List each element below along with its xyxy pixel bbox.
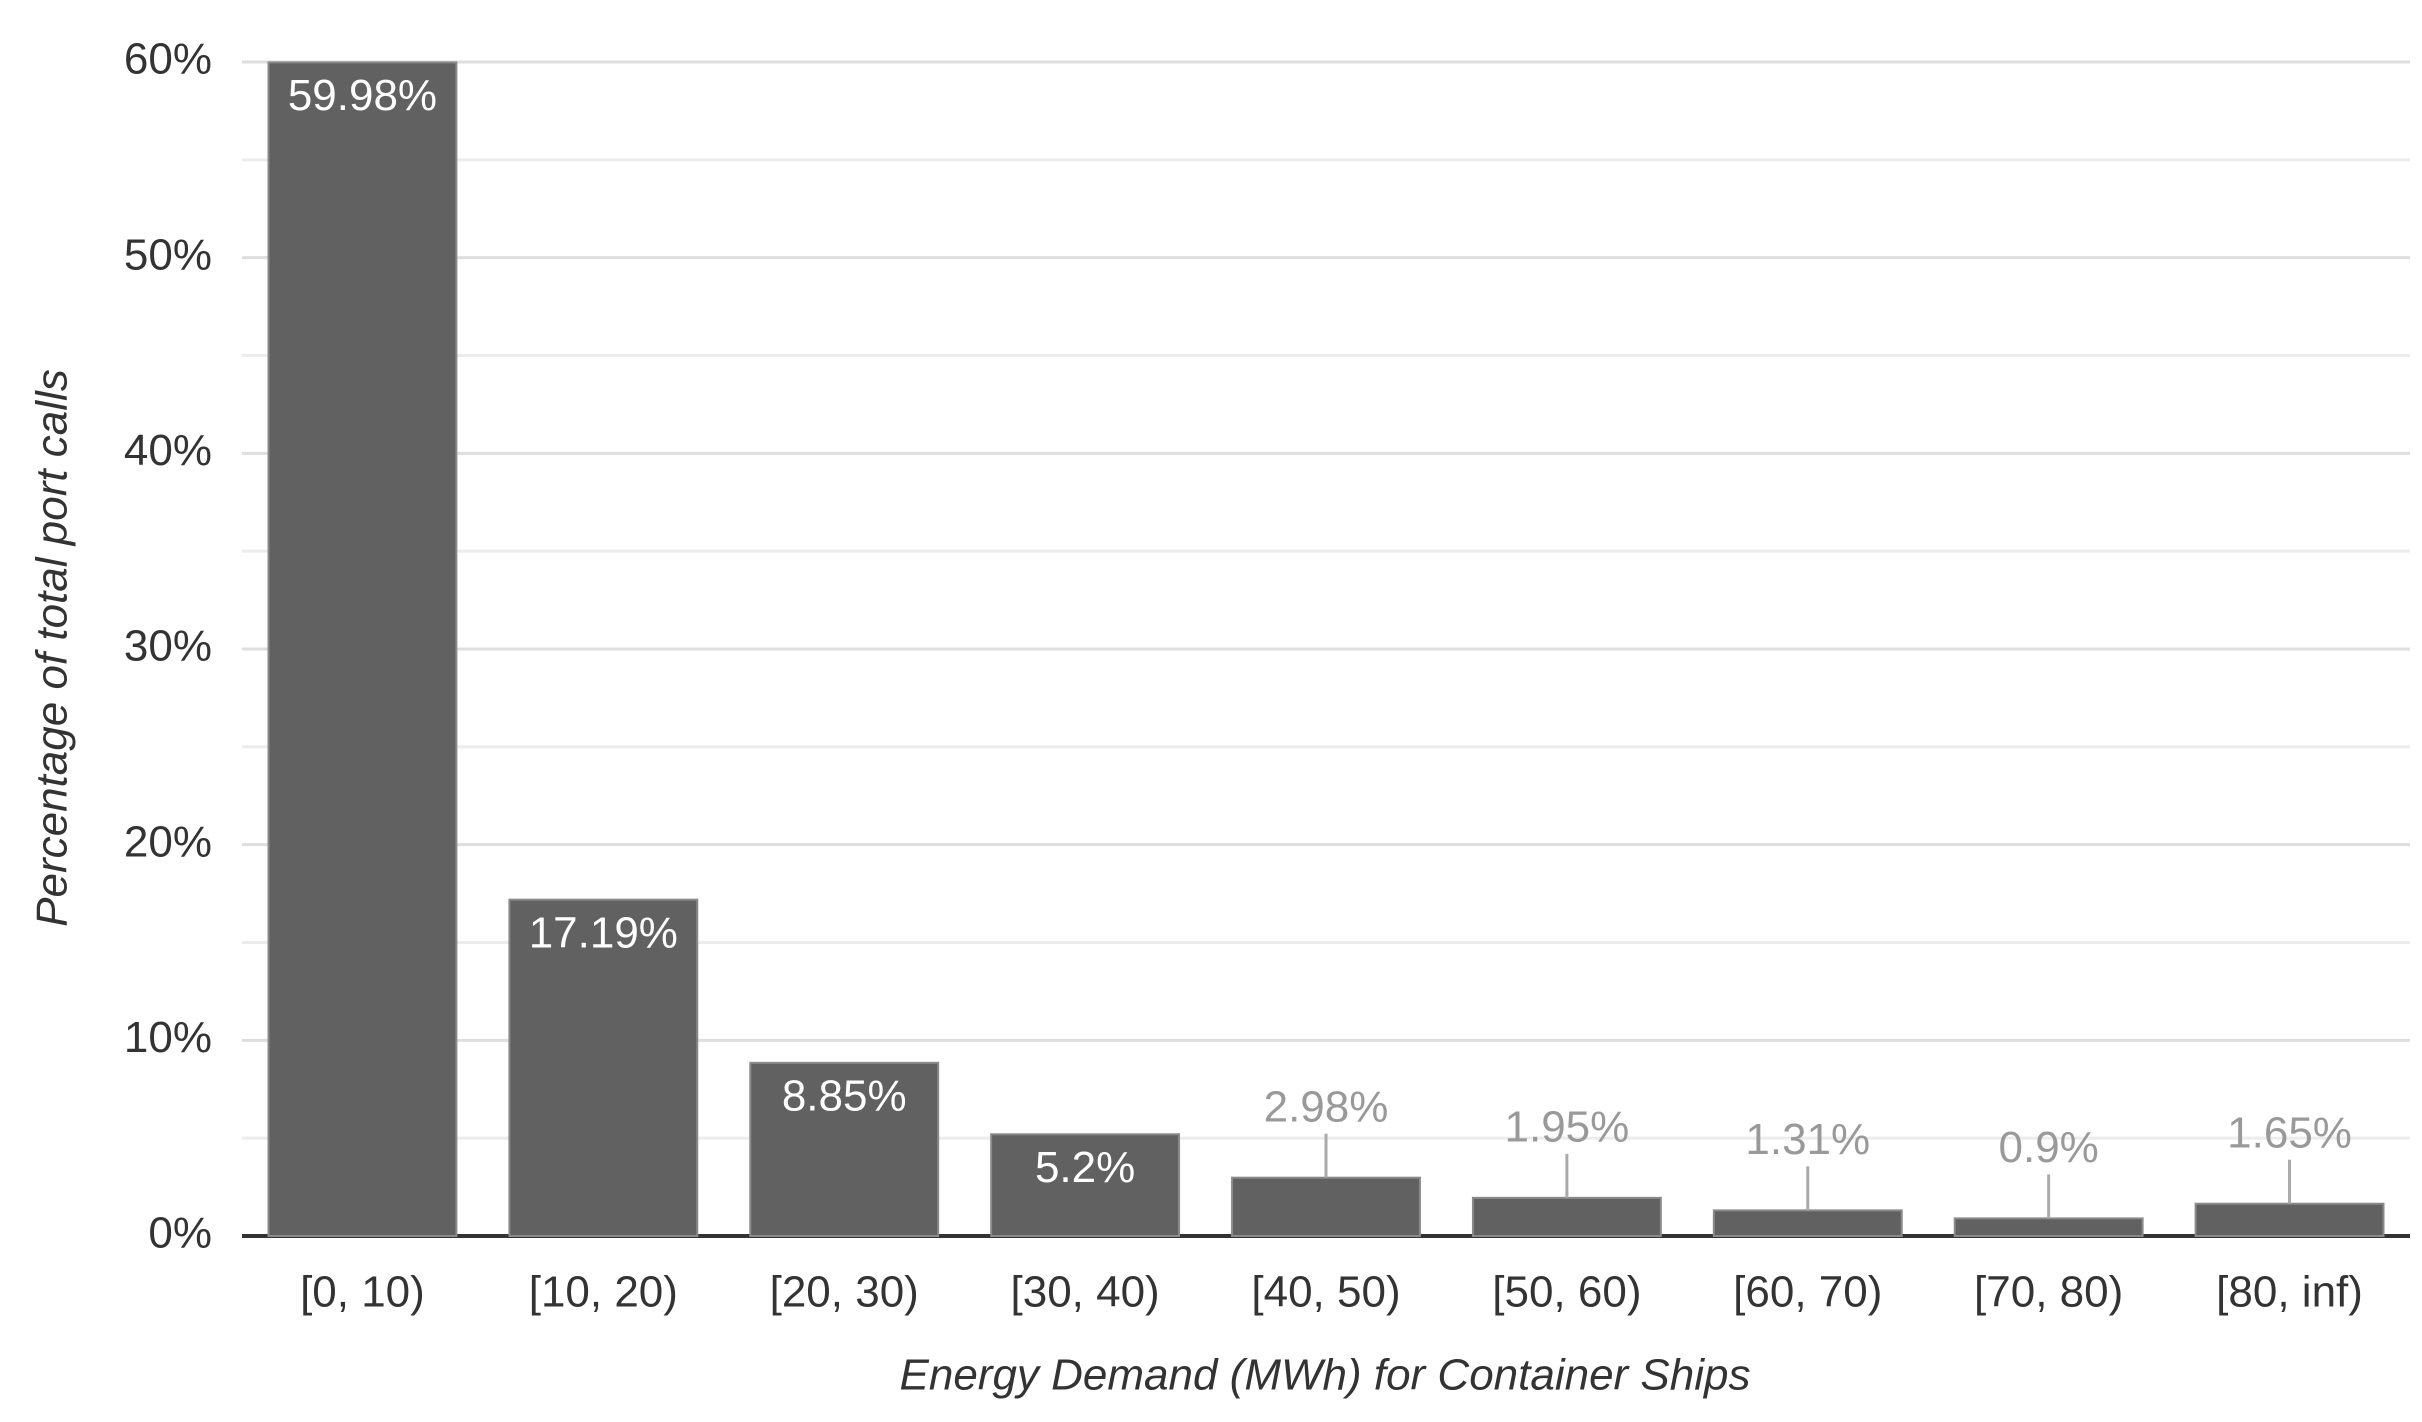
x-tick-label: [0, 10)	[300, 1268, 425, 1317]
bar	[1231, 1176, 1421, 1237]
y-tick-label: 0%	[148, 1209, 212, 1258]
x-tick-label: [30, 40)	[1011, 1268, 1160, 1317]
bar	[1471, 1196, 1662, 1237]
data-label: 0.9%	[1999, 1123, 2099, 1172]
data-label: 1.95%	[1505, 1102, 1630, 1151]
y-tick-label: 40%	[124, 426, 212, 475]
x-tick-label: [50, 60)	[1492, 1268, 1641, 1317]
bar	[2194, 1202, 2385, 1237]
data-label: 1.31%	[1745, 1115, 1870, 1164]
data-label: 2.98%	[1264, 1082, 1389, 1131]
x-tick-label: [80, inf)	[2216, 1268, 2363, 1317]
y-tick-label: 10%	[124, 1013, 212, 1062]
x-tick-label: [10, 20)	[529, 1268, 678, 1317]
x-tick-label: [70, 80)	[1974, 1268, 2123, 1317]
bar	[267, 61, 458, 1237]
data-label: 1.65%	[2227, 1108, 2352, 1157]
data-label: 59.98%	[288, 71, 437, 120]
bar	[749, 1061, 940, 1237]
data-label: 8.85%	[782, 1071, 907, 1120]
bar	[990, 1133, 1181, 1237]
bar	[1712, 1209, 1903, 1238]
y-tick-label: 50%	[124, 230, 212, 279]
data-label: 5.2%	[1035, 1143, 1135, 1192]
y-tick-label: 30%	[124, 622, 212, 671]
y-axis-title: Percentage of total port calls	[28, 369, 77, 927]
x-tick-label: [40, 50)	[1251, 1268, 1400, 1317]
x-tick-label: [60, 70)	[1733, 1268, 1882, 1317]
bar	[508, 898, 699, 1237]
x-axis-title: Energy Demand (MWh) for Container Ships	[900, 1351, 1751, 1400]
data-label: 17.19%	[529, 908, 678, 957]
x-tick-label: [20, 30)	[770, 1268, 919, 1317]
y-tick-label: 60%	[124, 35, 212, 84]
bar	[1953, 1217, 2144, 1238]
y-tick-label: 20%	[124, 817, 212, 866]
